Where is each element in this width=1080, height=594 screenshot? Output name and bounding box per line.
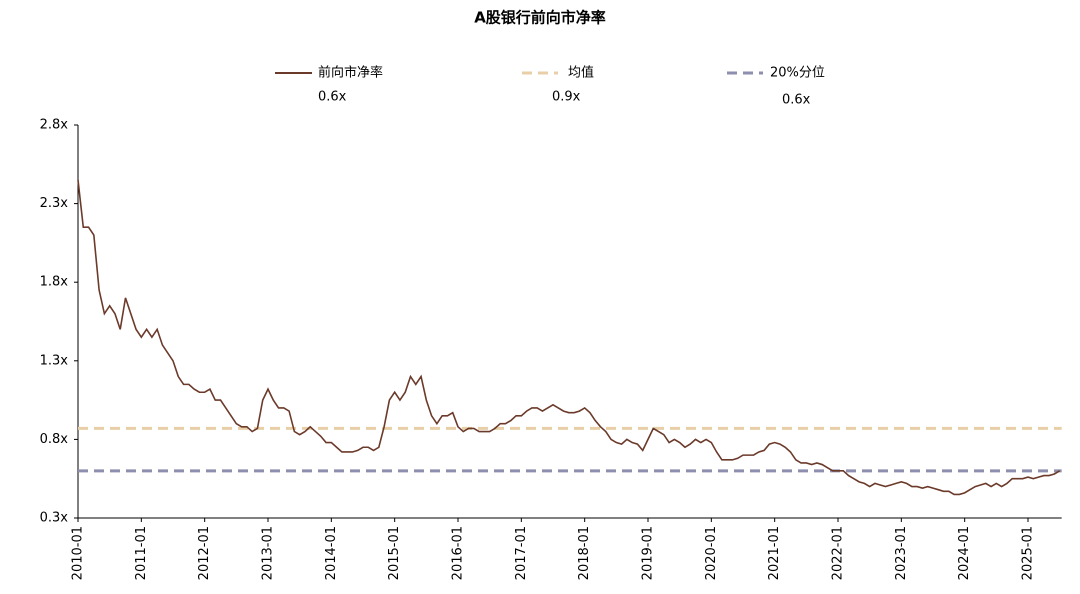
x-tick-label: 2015-01 <box>387 526 402 580</box>
x-tick-label: 2013-01 <box>261 526 276 580</box>
y-tick-label: 0.8x <box>40 432 69 447</box>
x-tick-label: 2017-01 <box>514 526 529 580</box>
legend-label: 均值 <box>568 65 594 81</box>
x-tick-label: 2012-01 <box>197 526 212 580</box>
x-tick-label: 2014-01 <box>324 526 339 580</box>
y-tick-label: 1.3x <box>40 353 69 368</box>
x-tick-label: 2023-01 <box>894 526 909 580</box>
legend-value: 0.6x <box>318 90 347 105</box>
y-tick-label: 1.8x <box>40 275 69 290</box>
legend-label: 前向市净率 <box>318 65 383 81</box>
x-tick-label: 2011-01 <box>134 526 149 580</box>
legend-value: 0.9x <box>552 90 581 105</box>
x-tick-label: 2021-01 <box>767 526 782 580</box>
legend-label: 20%分位 <box>770 66 825 81</box>
legend-value: 0.6x <box>782 93 811 108</box>
x-tick-label: 2022-01 <box>831 526 846 580</box>
x-tick-label: 2019-01 <box>641 526 656 580</box>
x-tick-label: 2024-01 <box>957 526 972 580</box>
x-tick-label: 2010-01 <box>71 526 86 580</box>
x-tick-label: 2025-01 <box>1021 526 1036 580</box>
y-tick-label: 0.3x <box>40 511 69 526</box>
series-line <box>77 179 1061 496</box>
x-tick-label: 2018-01 <box>577 526 592 580</box>
x-tick-label: 2020-01 <box>704 526 719 580</box>
x-tick-label: 2016-01 <box>451 526 466 580</box>
y-tick-label: 2.3x <box>40 196 69 211</box>
chart-title: A股银行前向市净率 <box>474 9 606 27</box>
y-tick-label: 2.8x <box>40 118 69 133</box>
